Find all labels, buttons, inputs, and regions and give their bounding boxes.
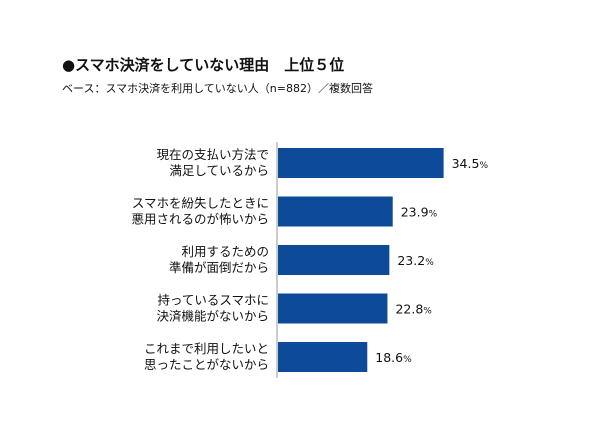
bar-1 — [278, 148, 444, 178]
category-label-4: 持っているスマホに決済機能がないから — [156, 293, 269, 324]
chart-title: ●スマホ決済をしていない理由 上位５位 — [62, 56, 345, 74]
value-unit: % — [425, 258, 434, 268]
value-unit: % — [479, 161, 488, 171]
bar-2 — [278, 196, 393, 227]
bar-4 — [278, 293, 388, 324]
value-unit: % — [403, 355, 412, 365]
category-label-line: 持っているスマホに — [157, 293, 269, 308]
category-label-2: スマホを紛失したときに悪用されるのが怖いから — [131, 196, 269, 227]
category-label-line: 利用するための — [181, 244, 269, 259]
category-label-line: 決済機能がないから — [156, 309, 269, 324]
bar-3 — [278, 245, 390, 275]
category-label-line: 現在の支払い方法で — [156, 147, 269, 162]
bar-5 — [278, 342, 368, 372]
category-label-line: 満足しているから — [169, 163, 269, 178]
category-label-3: 利用するための準備が面倒だから — [169, 244, 269, 275]
category-label-1: 現在の支払い方法で満足しているから — [156, 147, 269, 178]
category-label-line: これまで利用したいと — [144, 341, 269, 356]
value-label-2: 23.9% — [401, 205, 438, 220]
category-label-line: 準備が面倒だから — [169, 260, 269, 275]
value-label-5: 18.6% — [375, 350, 412, 365]
chart-subtitle: ベース：スマホ決済を利用していない人（n=882）／複数回答 — [62, 82, 373, 95]
value-unit: % — [423, 307, 432, 317]
category-label-5: これまで利用したいと思ったことがないから — [144, 341, 269, 372]
value-unit: % — [429, 210, 438, 220]
category-label-line: 思ったことがないから — [144, 357, 269, 372]
value-label-3: 23.2% — [397, 253, 434, 268]
value-label-1: 34.5% — [452, 156, 489, 171]
value-label-4: 22.8% — [395, 302, 432, 317]
category-label-line: 悪用されるのが怖いから — [131, 212, 269, 227]
category-label-line: スマホを紛失したときに — [132, 196, 269, 211]
